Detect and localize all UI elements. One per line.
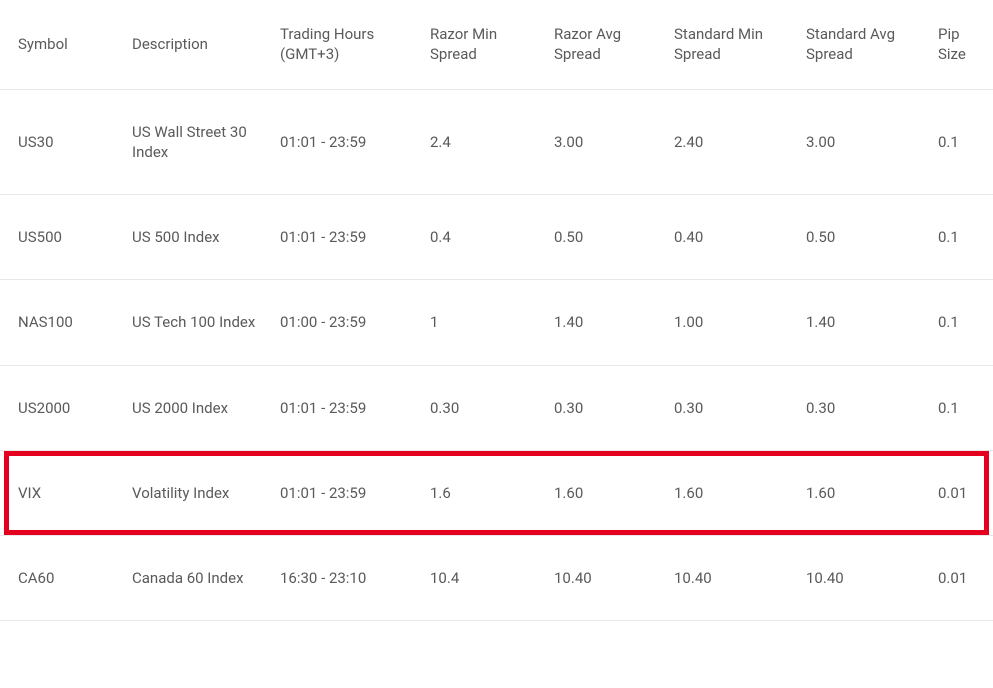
- cell-symbol: VIX: [0, 483, 122, 503]
- table-row: CA60Canada 60 Index16:30 - 23:1010.410.4…: [0, 536, 993, 621]
- spreads-table: Symbol Description Trading Hours (GMT+3)…: [0, 0, 993, 621]
- cell-pip: 0.1: [928, 398, 993, 418]
- cell-symbol: US2000: [0, 398, 122, 418]
- cell-hours: 01:00 - 23:59: [270, 312, 420, 332]
- cell-std_avg: 10.40: [796, 568, 928, 588]
- cell-description: US 2000 Index: [122, 398, 270, 418]
- cell-pip: 0.1: [928, 227, 993, 247]
- cell-razor_min: 0.30: [420, 398, 544, 418]
- cell-razor_avg: 0.50: [544, 227, 664, 247]
- cell-pip: 0.1: [928, 132, 993, 152]
- cell-razor_avg: 0.30: [544, 398, 664, 418]
- cell-hours: 16:30 - 23:10: [270, 568, 420, 588]
- col-header-standard-min: Standard Min Spread: [664, 24, 796, 65]
- table-row: NAS100US Tech 100 Index01:00 - 23:5911.4…: [0, 280, 993, 365]
- table-row: US500US 500 Index01:01 - 23:590.40.500.4…: [0, 195, 993, 280]
- cell-razor_min: 2.4: [420, 132, 544, 152]
- cell-razor_min: 1.6: [420, 483, 544, 503]
- cell-std_avg: 1.60: [796, 483, 928, 503]
- cell-hours: 01:01 - 23:59: [270, 227, 420, 247]
- cell-hours: 01:01 - 23:59: [270, 132, 420, 152]
- cell-razor_min: 0.4: [420, 227, 544, 247]
- cell-razor_avg: 1.60: [544, 483, 664, 503]
- cell-description: US 500 Index: [122, 227, 270, 247]
- cell-razor_min: 1: [420, 312, 544, 332]
- cell-std_avg: 3.00: [796, 132, 928, 152]
- cell-razor_avg: 3.00: [544, 132, 664, 152]
- cell-symbol: CA60: [0, 568, 122, 588]
- cell-hours: 01:01 - 23:59: [270, 398, 420, 418]
- table-header-row: Symbol Description Trading Hours (GMT+3)…: [0, 0, 993, 90]
- col-header-trading-hours: Trading Hours (GMT+3): [270, 24, 420, 65]
- cell-std_min: 2.40: [664, 132, 796, 152]
- cell-std_min: 0.30: [664, 398, 796, 418]
- cell-hours: 01:01 - 23:59: [270, 483, 420, 503]
- cell-razor_min: 10.4: [420, 568, 544, 588]
- col-header-description: Description: [122, 34, 270, 54]
- cell-razor_avg: 10.40: [544, 568, 664, 588]
- cell-std_min: 1.00: [664, 312, 796, 332]
- table-row: US2000US 2000 Index01:01 - 23:590.300.30…: [0, 366, 993, 451]
- table-body: US30US Wall Street 30 Index01:01 - 23:59…: [0, 90, 993, 622]
- col-header-razor-min: Razor Min Spread: [420, 24, 544, 65]
- cell-std_min: 0.40: [664, 227, 796, 247]
- cell-symbol: NAS100: [0, 312, 122, 332]
- cell-symbol: US30: [0, 132, 122, 152]
- cell-description: US Wall Street 30 Index: [122, 122, 270, 163]
- cell-description: Volatility Index: [122, 483, 270, 503]
- cell-description: US Tech 100 Index: [122, 312, 270, 332]
- col-header-symbol: Symbol: [0, 34, 122, 54]
- cell-std_avg: 0.30: [796, 398, 928, 418]
- cell-razor_avg: 1.40: [544, 312, 664, 332]
- cell-std_avg: 0.50: [796, 227, 928, 247]
- cell-description: Canada 60 Index: [122, 568, 270, 588]
- cell-std_min: 1.60: [664, 483, 796, 503]
- cell-std_min: 10.40: [664, 568, 796, 588]
- cell-pip: 0.01: [928, 483, 993, 503]
- cell-symbol: US500: [0, 227, 122, 247]
- cell-std_avg: 1.40: [796, 312, 928, 332]
- col-header-standard-avg: Standard Avg Spread: [796, 24, 928, 65]
- table-row: VIXVolatility Index01:01 - 23:591.61.601…: [0, 451, 993, 536]
- col-header-pip-size: Pip Size: [928, 24, 993, 65]
- cell-pip: 0.01: [928, 568, 993, 588]
- cell-pip: 0.1: [928, 312, 993, 332]
- col-header-razor-avg: Razor Avg Spread: [544, 24, 664, 65]
- table-row: US30US Wall Street 30 Index01:01 - 23:59…: [0, 90, 993, 196]
